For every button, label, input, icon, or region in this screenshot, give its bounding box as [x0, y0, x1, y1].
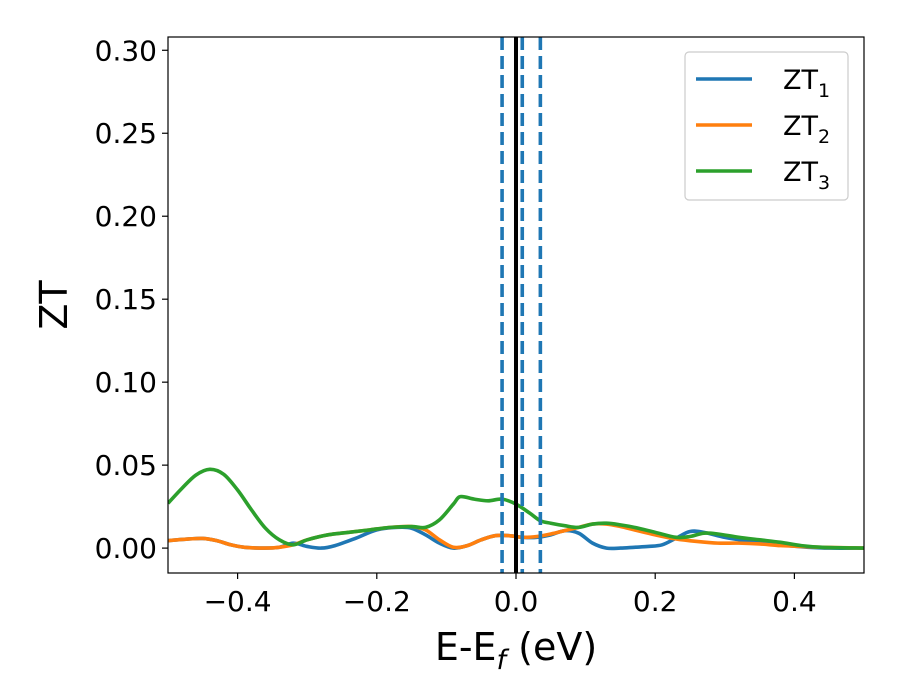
y-tick-label: 0.05: [95, 449, 157, 482]
legend-label-zt2: ZT2: [783, 111, 830, 148]
y-axis-ticks: 0.00 0.05 0.10 0.15 0.20 0.25 0.30: [95, 34, 168, 565]
legend-label-main: ZT: [783, 157, 818, 188]
y-tick-label: 0.30: [95, 34, 157, 67]
x-tick-label: 0.4: [772, 585, 817, 618]
legend-label-zt3: ZT3: [783, 157, 830, 194]
x-axis-title-main: E-E: [435, 625, 497, 669]
legend-label-subscript: 3: [818, 172, 830, 194]
y-axis-title: ZT: [32, 280, 76, 330]
x-tick-label: −0.2: [343, 585, 411, 618]
x-tick-label: 0.0: [494, 585, 539, 618]
x-axis-ticks: −0.4 −0.2 0.0 0.2 0.4: [204, 573, 817, 618]
x-tick-label: −0.4: [204, 585, 272, 618]
plot-lines: [168, 37, 864, 573]
y-tick-label: 0.00: [95, 532, 157, 565]
legend-label-main: ZT: [783, 65, 818, 96]
legend-frame: [684, 51, 849, 201]
y-tick-label: 0.20: [95, 200, 157, 233]
legend-label-zt1: ZT1: [783, 65, 830, 102]
x-tick-label: 0.2: [633, 585, 678, 618]
y-tick-label: 0.25: [95, 117, 157, 150]
y-tick-label: 0.15: [95, 283, 157, 316]
x-axis-title: E-Ef (eV): [435, 625, 597, 676]
y-tick-label: 0.10: [95, 366, 157, 399]
legend-label-subscript: 2: [818, 126, 830, 148]
legend-label-subscript: 1: [818, 80, 830, 102]
series-line-zt3: [168, 467, 864, 550]
x-axis-title-unit: (eV): [506, 625, 597, 669]
series-line-zt2: [168, 521, 864, 550]
legend-label-main: ZT: [783, 111, 818, 142]
